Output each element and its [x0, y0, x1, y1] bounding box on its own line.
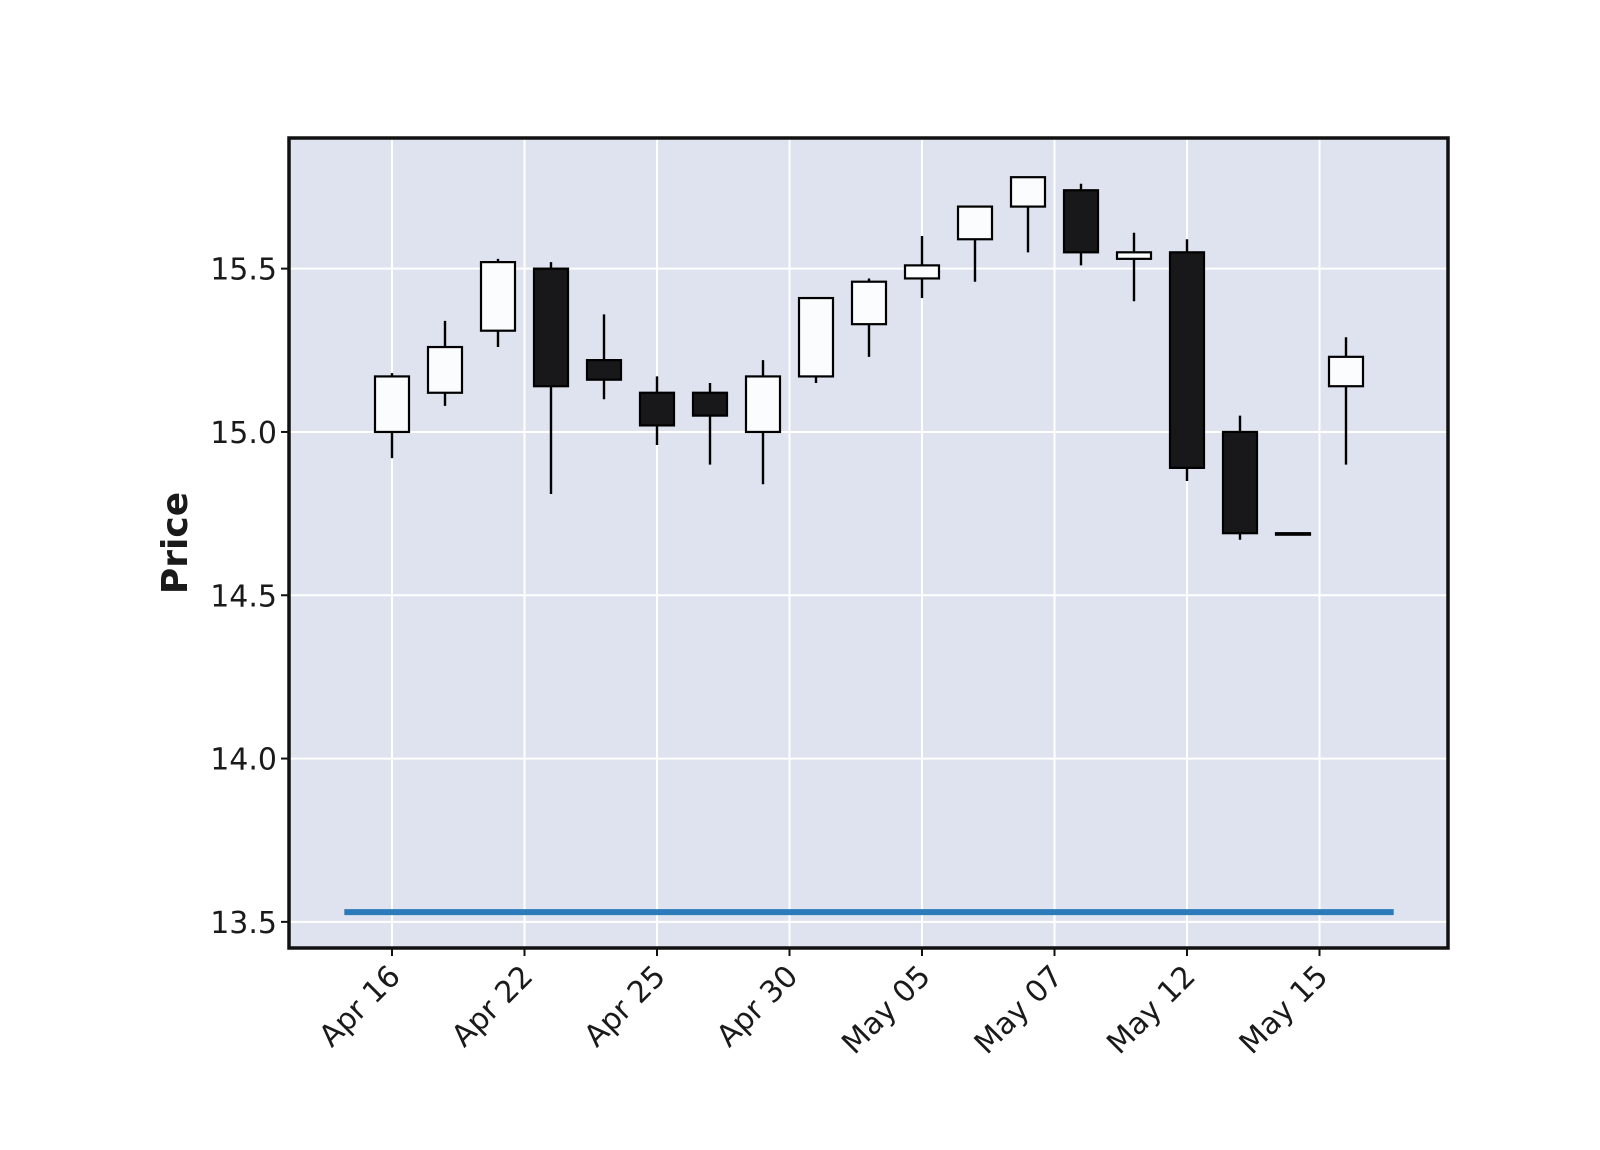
candle-body-down: [585, 358, 623, 381]
candle-body-up: [1327, 355, 1365, 388]
y-axis-ticks: 13.5 14.0 14.5 15.0 15.5: [210, 253, 289, 941]
candle-body-up: [426, 345, 464, 394]
x-tick-label: May 07: [968, 959, 1070, 1061]
candle-body-up: [797, 296, 835, 378]
candles: [373, 176, 1365, 540]
candle-body-down: [691, 391, 729, 417]
x-tick-label: Apr 16: [312, 959, 407, 1054]
candle: [638, 376, 676, 446]
x-tick-label: Apr 22: [445, 959, 540, 1054]
candle-body-down: [1062, 189, 1100, 254]
candle-body-up: [479, 261, 517, 332]
x-tick-label: May 12: [1100, 959, 1202, 1061]
candle-body-up: [373, 375, 411, 434]
y-tick-label: 14.0: [210, 743, 277, 778]
candle: [585, 314, 623, 400]
candle-body-up: [956, 205, 994, 241]
candle-body-up: [1274, 532, 1312, 536]
candle: [691, 382, 729, 465]
candle-body-up: [903, 264, 941, 280]
candle: [744, 360, 782, 485]
candle: [426, 320, 464, 406]
y-axis-label: Price: [155, 492, 196, 594]
y-tick-label: 14.5: [210, 579, 277, 614]
candle-body-up: [744, 375, 782, 434]
candle: [850, 278, 888, 357]
candle: [1115, 232, 1153, 302]
x-tick-label: May 15: [1233, 959, 1335, 1061]
candle: [479, 258, 517, 348]
candle: [956, 205, 994, 282]
candle: [1221, 415, 1259, 540]
candle: [1327, 337, 1365, 465]
candle-body-up: [850, 280, 888, 326]
candle-body-down: [1168, 251, 1206, 469]
candle-body-down: [532, 267, 570, 388]
candle: [1062, 183, 1100, 266]
candle: [797, 296, 835, 383]
plot-background: [289, 138, 1448, 948]
candle-body-up: [1115, 251, 1153, 260]
x-tick-label: Apr 25: [577, 959, 672, 1054]
candle-body-down: [1221, 430, 1259, 535]
y-tick-label: 13.5: [210, 906, 277, 941]
candle-body-down: [638, 391, 676, 427]
x-axis-ticks: Apr 16 Apr 22 Apr 25 Apr 30 May 05 May 07 May …: [312, 948, 1335, 1061]
candle-body-up: [1009, 176, 1047, 208]
candle: [1009, 176, 1047, 253]
x-tick-label: May 05: [835, 959, 937, 1061]
candle: [373, 373, 411, 459]
candle: [532, 262, 570, 495]
y-tick-label: 15.0: [210, 416, 277, 451]
candle: [1274, 532, 1312, 536]
x-tick-label: Apr 30: [710, 959, 805, 1054]
candle: [1168, 239, 1206, 481]
candle: [903, 235, 941, 299]
plot-frame: [287, 136, 1450, 950]
y-tick-label: 15.5: [210, 253, 277, 288]
